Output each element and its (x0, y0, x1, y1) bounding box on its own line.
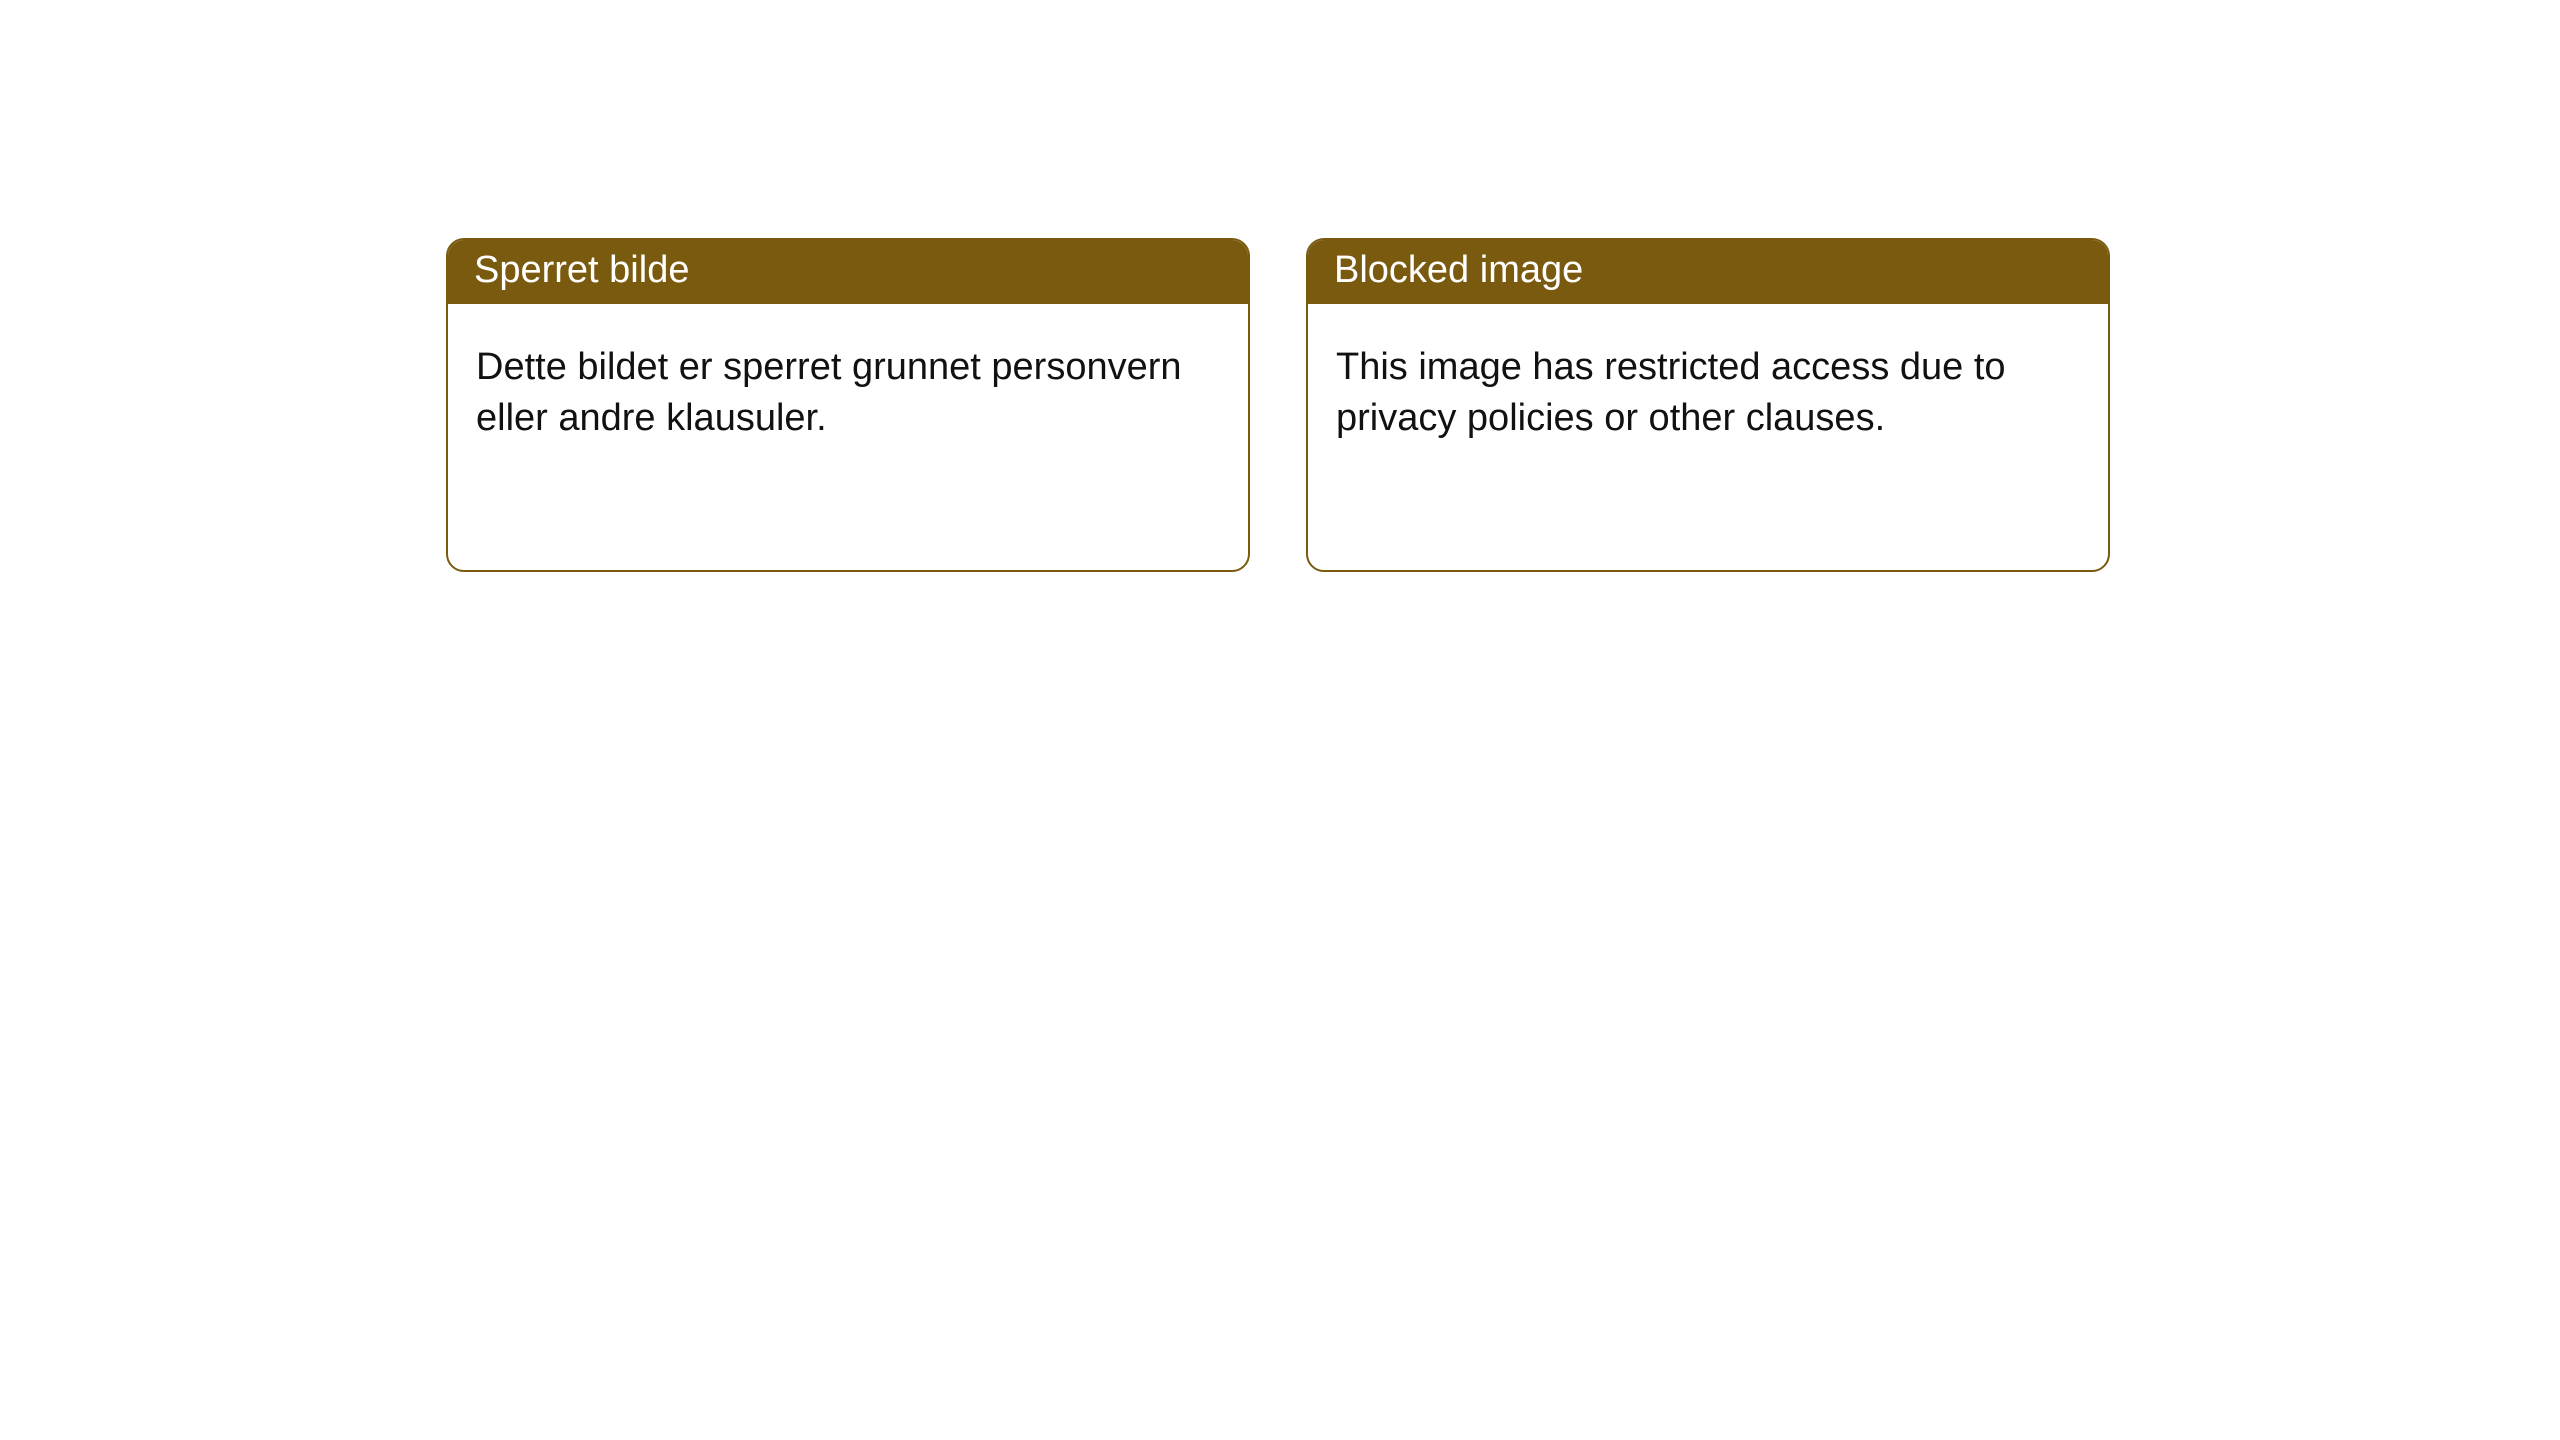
notice-card-body: Dette bildet er sperret grunnet personve… (448, 304, 1248, 473)
notice-cards-container: Sperret bilde Dette bildet er sperret gr… (0, 0, 2560, 572)
notice-card-header: Blocked image (1308, 240, 2108, 304)
notice-card-body: This image has restricted access due to … (1308, 304, 2108, 473)
notice-card-en: Blocked image This image has restricted … (1306, 238, 2110, 572)
notice-card-no: Sperret bilde Dette bildet er sperret gr… (446, 238, 1250, 572)
notice-card-header: Sperret bilde (448, 240, 1248, 304)
